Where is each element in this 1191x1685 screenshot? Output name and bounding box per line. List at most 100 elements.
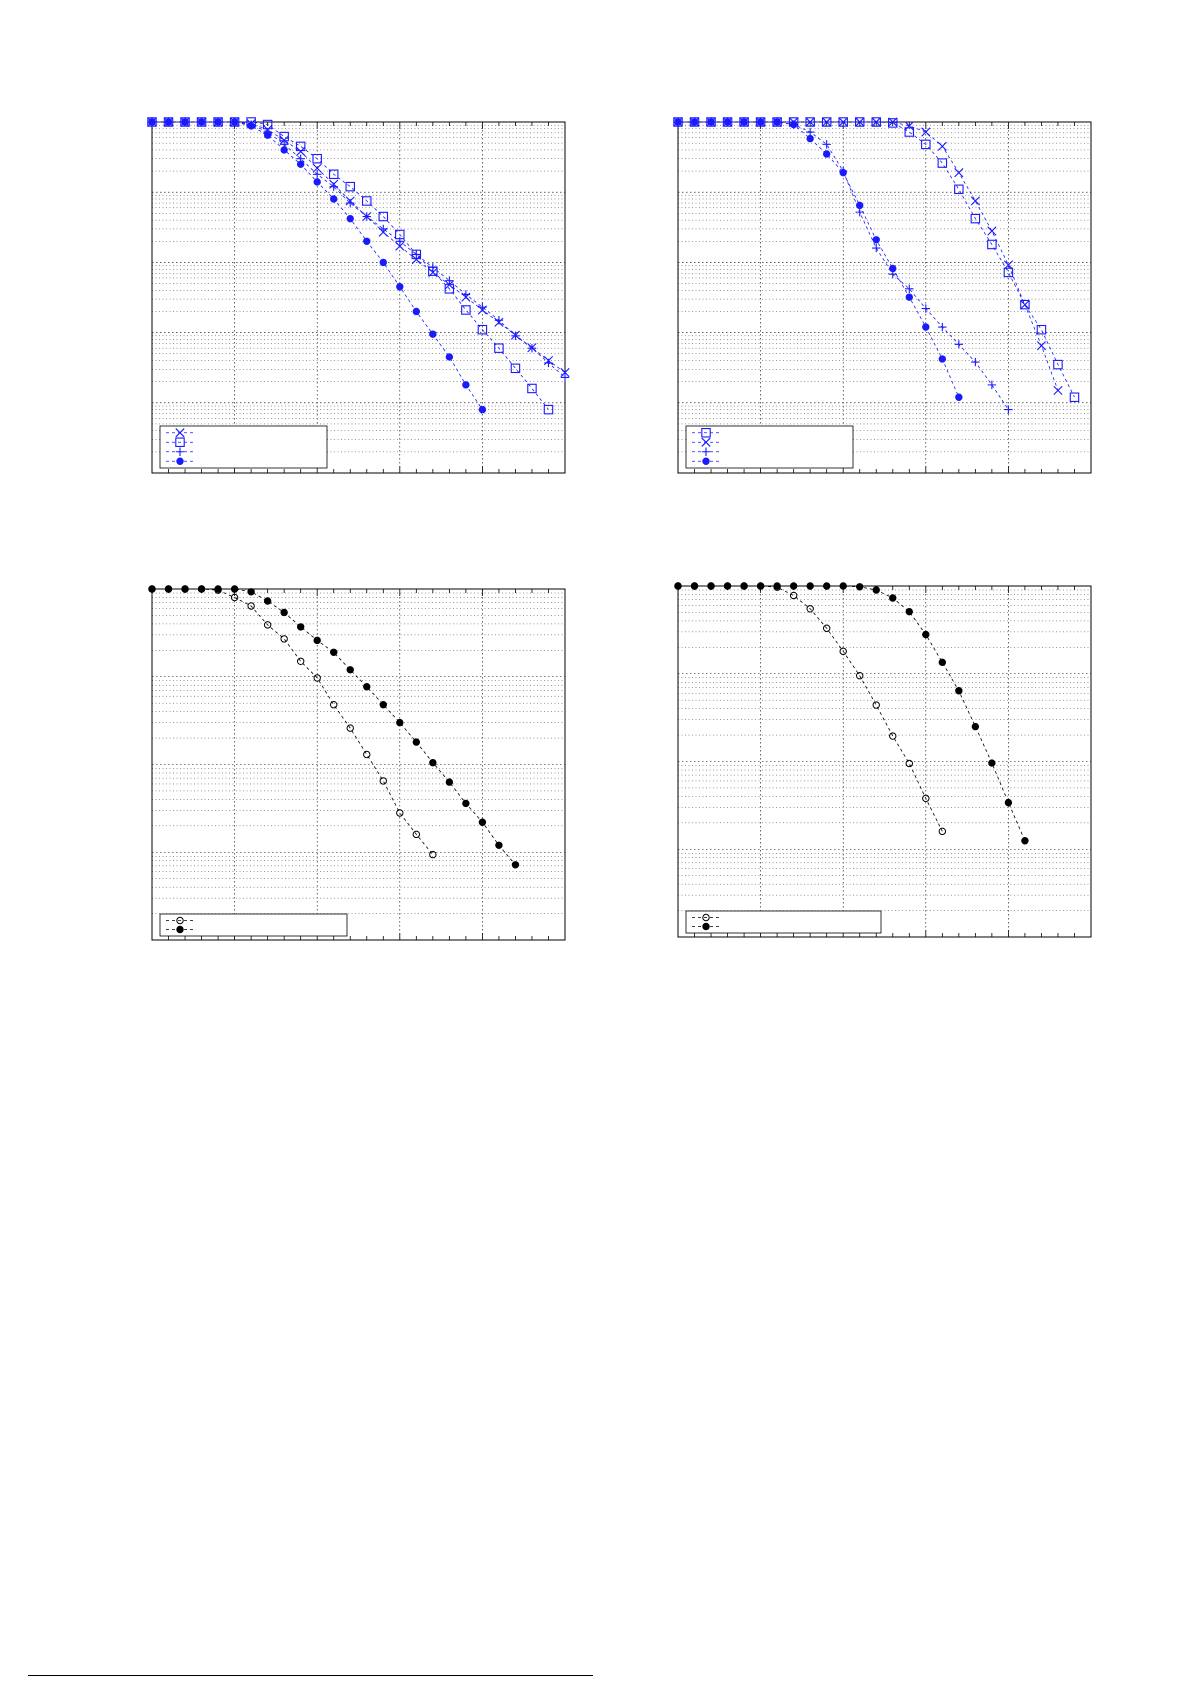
- circle-marker-series-2: [955, 687, 963, 695]
- cross-marker-series-1: [312, 163, 322, 173]
- plus-marker-series-3: [987, 380, 997, 390]
- plus-marker-series-3: [428, 263, 438, 272]
- circle-marker-series-1: [839, 647, 847, 656]
- plus-marker-series-3: [494, 316, 504, 325]
- circle-marker-series-4: [296, 160, 305, 168]
- circle-marker-series-1: [789, 591, 798, 600]
- cross-marker-series-1: [395, 241, 405, 251]
- square-marker-series-1: [1020, 299, 1030, 310]
- circle-marker-series-2: [889, 594, 897, 602]
- circle-marker-series-4: [148, 118, 156, 126]
- circle-marker-series-4: [396, 283, 404, 291]
- circle-marker-series-4: [856, 201, 864, 210]
- cross-marker-series-1: [560, 367, 570, 378]
- legend-plus-marker: [701, 447, 711, 456]
- series-line-2: [678, 121, 1059, 391]
- circle-marker-series-2: [478, 818, 487, 826]
- circle-marker-series-1: [412, 830, 421, 839]
- cross-marker-series-2: [1053, 385, 1063, 396]
- circle-marker-series-2: [181, 585, 189, 593]
- square-marker-series-1: [970, 213, 981, 224]
- circle-marker-series-4: [263, 131, 272, 139]
- circle-marker-series-1: [429, 850, 437, 859]
- circle-marker-series-4: [230, 118, 239, 126]
- circle-marker-series-4: [412, 307, 421, 316]
- plus-marker-series-3: [527, 343, 537, 353]
- plot-area-top-right: [673, 117, 1092, 474]
- circle-marker-series-4: [330, 195, 338, 203]
- circle-marker-series-2: [872, 586, 880, 594]
- plot-area-bottom-right: [674, 582, 1092, 938]
- plus-marker-series-3: [905, 284, 914, 294]
- square-marker-series-1: [921, 139, 931, 150]
- series-line-3: [152, 121, 565, 378]
- square-marker-series-1: [937, 158, 948, 168]
- legend: [159, 425, 328, 469]
- legend-box: [159, 913, 348, 937]
- square-marker-series-2: [362, 196, 372, 206]
- circle-marker-series-2: [674, 582, 682, 590]
- plus-marker-series-3: [872, 243, 881, 253]
- legend-box: [159, 425, 328, 469]
- circle-marker-series-4: [346, 214, 354, 223]
- plot-frame: [151, 588, 566, 941]
- circle-marker-series-4: [313, 178, 321, 186]
- legend: [685, 425, 854, 469]
- square-marker-series-2: [477, 324, 488, 335]
- legend-cross-marker: [701, 437, 711, 447]
- cross-marker-series-2: [1020, 300, 1030, 310]
- cross-marker-series-1: [411, 254, 421, 265]
- plus-marker-series-3: [412, 250, 421, 259]
- cross-marker-series-2: [871, 117, 881, 127]
- circle-marker-series-2: [330, 648, 338, 656]
- circle-marker-series-2: [296, 623, 305, 631]
- plus-marker-series-3: [938, 322, 947, 332]
- circle-marker-series-4: [478, 405, 487, 414]
- circle-marker-series-2: [445, 778, 454, 786]
- circle-marker-series-1: [889, 732, 897, 740]
- plot-area-top-left: [147, 117, 570, 474]
- circle-marker-series-4: [247, 122, 255, 130]
- cross-marker-series-2: [822, 117, 832, 127]
- circle-marker-series-1: [822, 624, 831, 632]
- cross-marker-series-2: [838, 117, 848, 127]
- plus-marker-series-3: [313, 170, 322, 179]
- cross-marker-series-2: [1036, 341, 1047, 351]
- circle-marker-series-4: [756, 118, 765, 126]
- plus-marker-series-3: [346, 198, 355, 208]
- circle-marker-series-4: [445, 353, 454, 361]
- series-line-4: [678, 121, 960, 398]
- square-marker-series-1: [871, 117, 881, 127]
- circle-marker-series-4: [806, 134, 814, 143]
- square-marker-series-1: [1003, 267, 1014, 278]
- circle-marker-series-2: [922, 630, 930, 639]
- circle-marker-series-4: [773, 118, 781, 126]
- circle-marker-series-4: [462, 381, 470, 389]
- circle-marker-series-2: [263, 597, 272, 605]
- cross-marker-series-2: [888, 117, 898, 127]
- square-marker-series-2: [494, 343, 504, 353]
- plus-marker-series-3: [1004, 405, 1013, 414]
- legend-box: [685, 910, 882, 934]
- series-line-1: [678, 121, 1075, 398]
- circle-marker-series-4: [181, 118, 189, 126]
- circle-marker-series-2: [806, 582, 814, 590]
- square-marker-series-1: [805, 117, 815, 127]
- square-marker-series-1: [838, 117, 848, 127]
- circle-marker-series-2: [756, 582, 765, 590]
- circle-marker-series-2: [707, 582, 715, 590]
- circle-marker-series-4: [674, 118, 682, 126]
- circle-marker-series-1: [396, 809, 404, 817]
- plus-marker-series-3: [395, 237, 404, 246]
- legend-cross-marker: [175, 428, 185, 438]
- circle-marker-series-4: [707, 118, 715, 126]
- circle-marker-series-1: [363, 750, 371, 759]
- circle-marker-series-4: [723, 118, 732, 126]
- circle-marker-series-4: [955, 393, 963, 401]
- series-line-1: [152, 121, 565, 373]
- circle-marker-series-2: [396, 718, 404, 727]
- circle-marker-series-1: [263, 621, 272, 629]
- circle-marker-series-4: [379, 258, 387, 267]
- circle-marker-series-2: [429, 758, 437, 767]
- cross-marker-series-1: [296, 146, 306, 157]
